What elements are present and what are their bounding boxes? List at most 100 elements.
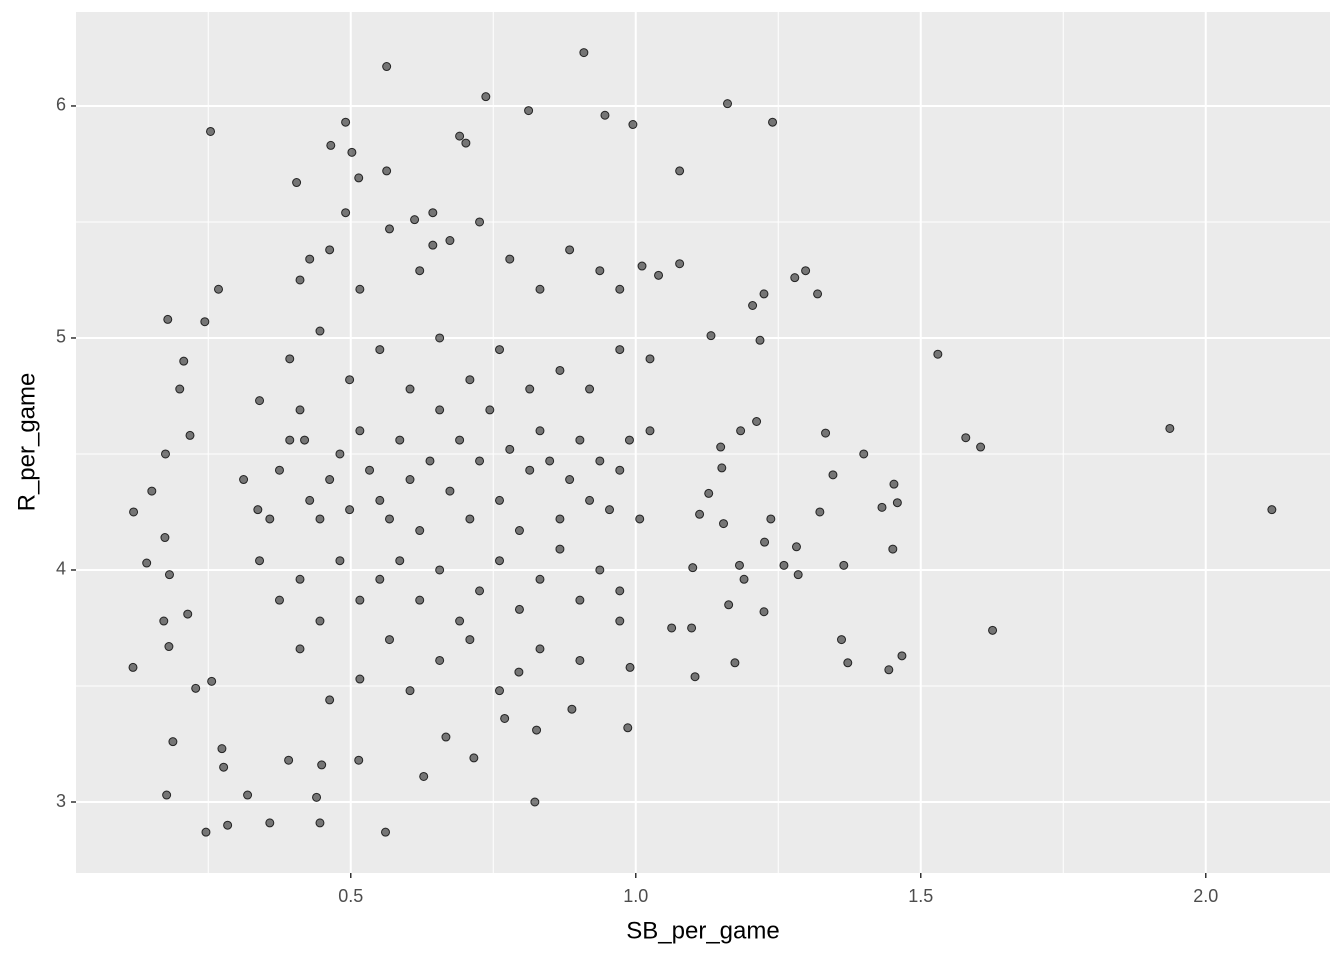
point: [575, 655, 585, 665]
point: [837, 635, 847, 645]
point: [435, 405, 445, 415]
point: [555, 514, 565, 524]
point: [183, 609, 193, 619]
point: [445, 486, 455, 496]
point: [645, 426, 655, 436]
point: [595, 456, 605, 466]
point: [791, 542, 801, 552]
point: [405, 686, 415, 696]
point: [381, 827, 391, 837]
point: [355, 426, 365, 436]
point: [839, 560, 849, 570]
point: [793, 570, 803, 580]
point: [790, 273, 800, 283]
point: [375, 495, 385, 505]
point: [185, 430, 195, 440]
point: [535, 426, 545, 436]
point: [284, 755, 294, 765]
point: [355, 595, 365, 605]
point: [405, 384, 415, 394]
point: [375, 574, 385, 584]
panel: [76, 12, 1330, 873]
point: [326, 140, 336, 150]
point: [759, 607, 769, 617]
point: [255, 556, 265, 566]
point: [375, 345, 385, 355]
point: [214, 284, 223, 294]
point: [345, 505, 355, 515]
point: [514, 526, 524, 536]
point: [988, 625, 998, 635]
point: [217, 744, 227, 754]
point: [160, 533, 170, 543]
point: [274, 465, 284, 475]
point: [704, 488, 714, 498]
point: [354, 755, 364, 765]
point: [465, 514, 475, 524]
point: [206, 126, 216, 136]
point: [395, 556, 405, 566]
point: [415, 266, 425, 276]
point: [347, 147, 357, 157]
point: [455, 435, 465, 445]
point: [675, 259, 685, 269]
point: [428, 208, 438, 218]
point: [428, 240, 438, 250]
point: [465, 375, 475, 385]
point: [545, 456, 555, 466]
point: [595, 565, 605, 575]
point: [355, 674, 365, 684]
point: [624, 435, 634, 445]
point: [760, 537, 770, 547]
point: [285, 435, 295, 445]
point: [892, 498, 902, 508]
point: [382, 62, 392, 72]
point: [405, 475, 415, 485]
point: [755, 335, 765, 345]
point: [495, 556, 505, 566]
point: [475, 586, 485, 596]
point: [315, 514, 325, 524]
point: [961, 433, 971, 443]
point: [623, 723, 633, 733]
point: [292, 178, 302, 188]
point: [1165, 423, 1175, 433]
point: [253, 505, 263, 515]
point: [889, 479, 899, 489]
point: [884, 665, 894, 675]
x-axis-title: SB_per_game: [626, 917, 779, 944]
point: [595, 266, 605, 276]
point: [415, 526, 425, 536]
x-tick-label: 1.0: [623, 886, 648, 906]
point: [295, 574, 305, 584]
point: [706, 331, 716, 341]
point: [315, 818, 325, 828]
y-tick-label: 5: [56, 327, 66, 347]
point: [315, 326, 325, 336]
point: [315, 616, 325, 626]
point: [514, 604, 524, 614]
point: [419, 771, 429, 781]
point: [535, 644, 545, 654]
point: [505, 444, 515, 454]
point: [435, 655, 445, 665]
point: [461, 138, 471, 148]
point: [305, 495, 315, 505]
point: [455, 131, 465, 141]
point: [163, 314, 173, 324]
point: [495, 345, 505, 355]
x-tick-label: 2.0: [1193, 886, 1218, 906]
point: [128, 662, 138, 672]
y-tick-label: 6: [56, 95, 66, 115]
point: [385, 514, 394, 524]
point: [435, 333, 445, 343]
point: [828, 470, 838, 480]
point: [168, 737, 178, 747]
point: [625, 662, 635, 672]
point: [888, 544, 898, 554]
point: [605, 505, 615, 515]
point: [688, 563, 698, 573]
y-axis-title: R_per_game: [13, 373, 40, 512]
point: [495, 686, 505, 696]
point: [410, 215, 420, 225]
